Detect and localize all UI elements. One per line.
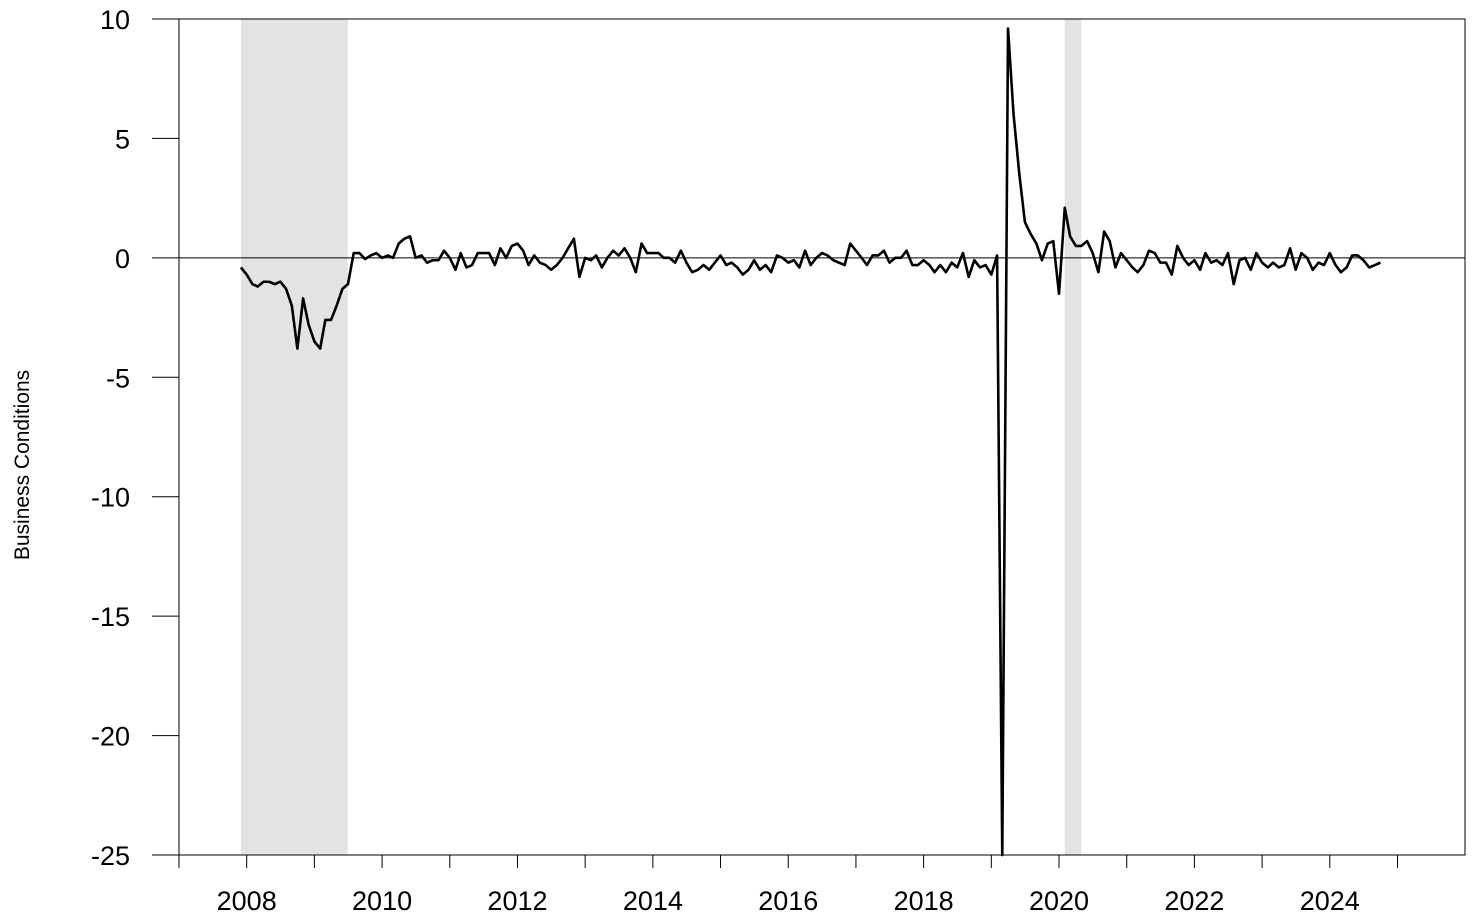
y-axis-title: Business Conditions — [11, 370, 34, 560]
y-tick-label: 10 — [100, 5, 130, 35]
y-tick-label: 5 — [115, 124, 130, 154]
x-tick-label: 2018 — [894, 886, 954, 915]
y-tick-label: -10 — [91, 483, 130, 513]
shaded-period-1 — [240, 19, 348, 855]
y-tick-label: -25 — [91, 841, 130, 871]
x-tick-label: 2010 — [352, 886, 412, 915]
x-tick-label: 2012 — [487, 886, 547, 915]
x-tick-label: 2016 — [758, 886, 818, 915]
x-tick-label: 2014 — [623, 886, 683, 915]
plot-frame — [178, 18, 1466, 856]
shaded-period-2 — [1064, 19, 1082, 855]
x-tick-label: 2022 — [1164, 886, 1224, 915]
y-tick-label: 0 — [115, 244, 130, 274]
y-tick-label: -20 — [91, 722, 130, 752]
x-tick-label: 2024 — [1300, 886, 1360, 915]
y-axis: 10 5 0 -5 -10 -15 -20 -25 — [91, 5, 179, 871]
recession-shading — [240, 19, 1082, 855]
y-tick-label: -5 — [106, 363, 130, 393]
x-tick-label: 2008 — [217, 886, 277, 915]
series-line — [239, 27, 1381, 857]
x-tick-label: 2020 — [1029, 886, 1089, 915]
x-axis: 2008 2010 2012 2014 2016 2018 2020 2022 2024 — [152, 854, 1465, 915]
y-tick-label: -15 — [91, 602, 130, 632]
